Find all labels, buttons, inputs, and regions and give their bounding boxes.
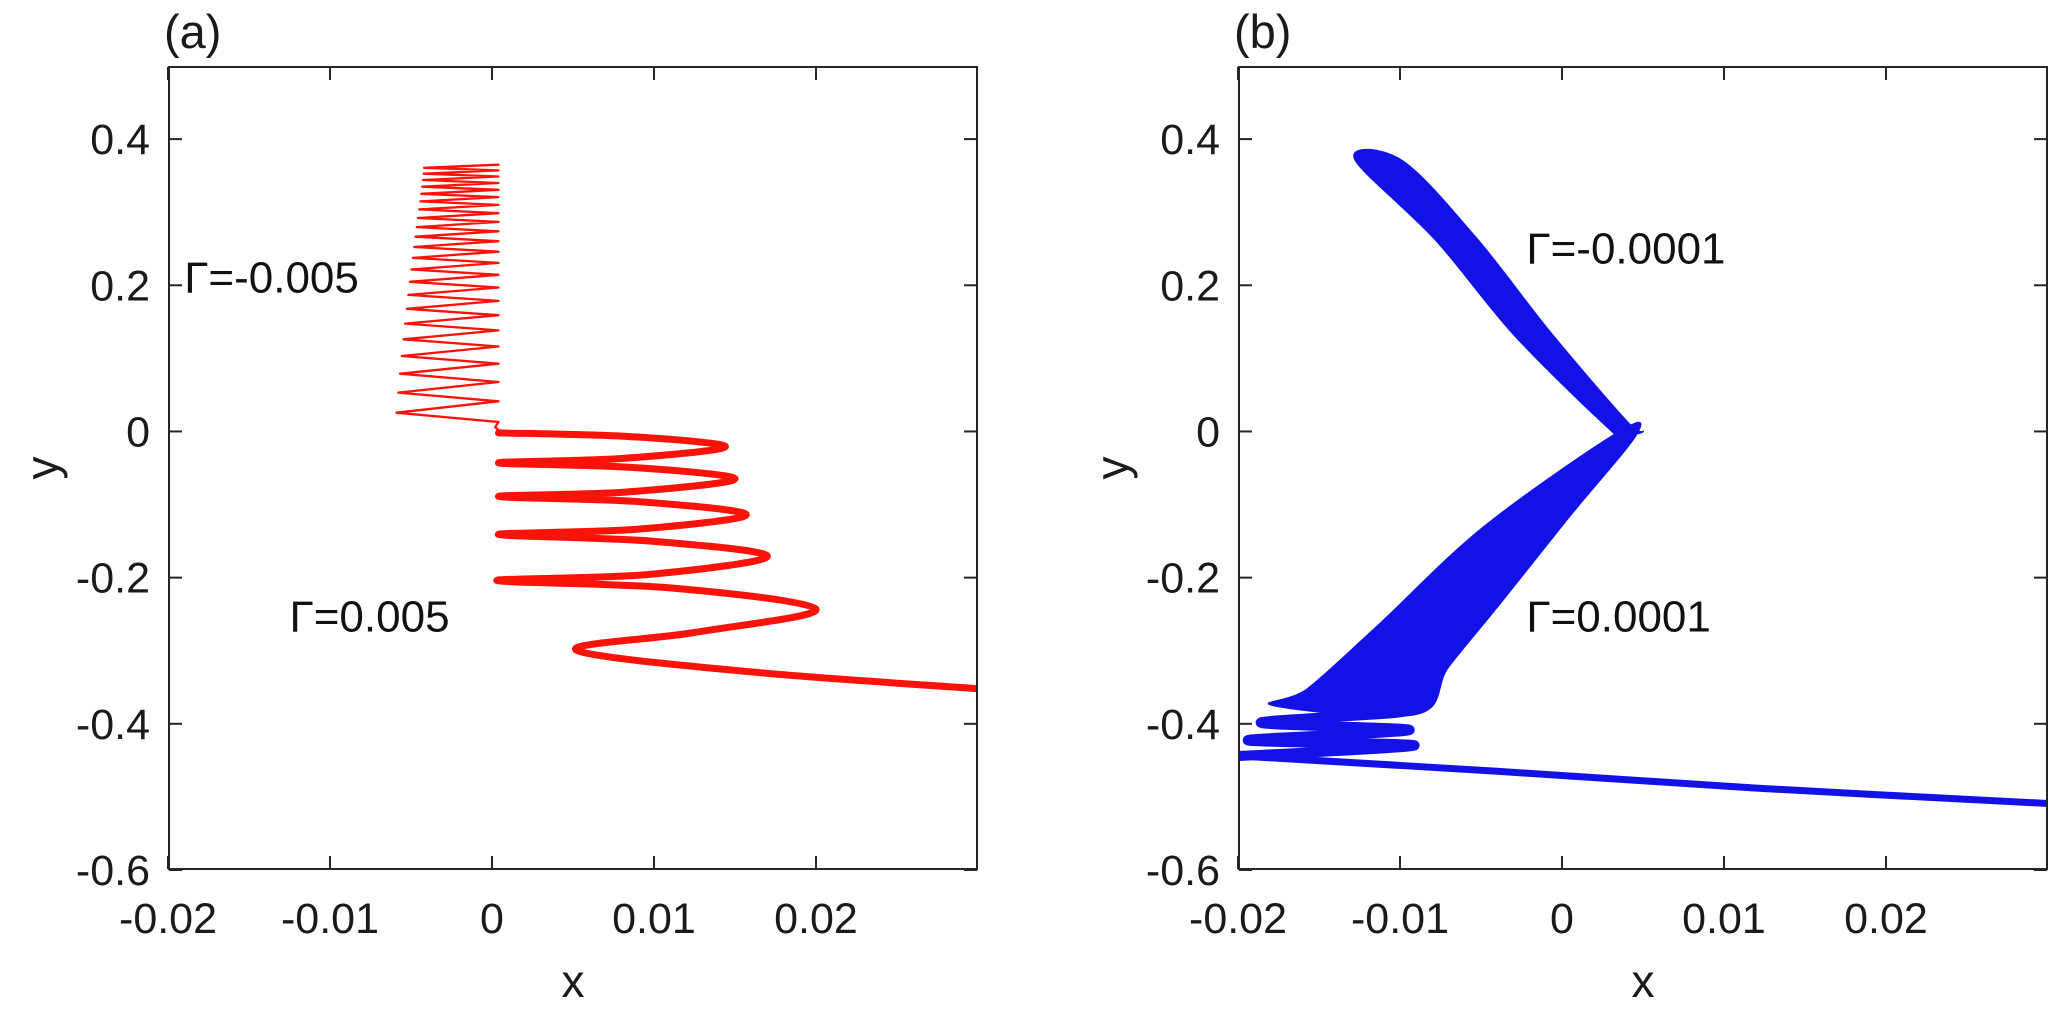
- x-tick-label: 0: [1550, 895, 1574, 943]
- x-tick-label: -0.01: [281, 895, 379, 943]
- x-tick-label: -0.02: [1189, 895, 1287, 943]
- y-tick-label: 0.2: [1160, 262, 1220, 310]
- gamma-annotation: Γ=-0.0001: [1526, 224, 1725, 273]
- y-tick-label: -0.2: [76, 555, 150, 603]
- gamma-annotation: Γ=-0.005: [184, 254, 359, 303]
- y-tick-label: -0.4: [1146, 701, 1220, 749]
- trajectory-gamma-minus-0p0001-band: [1353, 148, 1645, 436]
- x-tick-label: -0.02: [119, 895, 217, 943]
- x-tick-label: 0.02: [1844, 895, 1928, 943]
- trajectory-gamma-plus-0p005: [493, 429, 978, 693]
- panel-a-plot: -0.02 -0.01 0 0.01 0.02 0.4 0.2 0 -0.2 -0.4 -0.6 Γ=…: [76, 66, 978, 943]
- x-tick-label: 0.01: [612, 895, 696, 943]
- y-tick-label: 0: [126, 408, 150, 456]
- x-tick-label: 0.02: [774, 895, 858, 943]
- panel-a-axes-box: [168, 66, 978, 870]
- panel-a-title: (a): [164, 5, 222, 58]
- x-tick-label: -0.01: [1351, 895, 1449, 943]
- trajectory-gamma-minus-0p005: [395, 163, 500, 432]
- trajectory-gamma-plus-0p0001-loops: [1238, 700, 1420, 761]
- panel-a-series-group: [395, 163, 978, 693]
- y-tick-label: -0.4: [76, 701, 150, 749]
- y-tick-label: -0.2: [1146, 555, 1220, 603]
- panel-b-series-group: [1238, 148, 2048, 807]
- trajectory-gamma-plus-0p0001-band: [1267, 421, 1642, 718]
- y-tick-label: 0.4: [90, 116, 150, 164]
- gamma-annotation: Γ=0.005: [290, 593, 450, 642]
- panel-a-y-axis-label: y: [16, 456, 68, 480]
- panel-a-x-axis-label: x: [561, 955, 585, 1007]
- x-tick-label: 0: [480, 895, 504, 943]
- y-tick-label: 0.2: [90, 262, 150, 310]
- panel-b-axes-box: [1238, 66, 2048, 870]
- x-tick-label: 0.01: [1682, 895, 1766, 943]
- y-tick-label: -0.6: [76, 847, 150, 895]
- y-tick-label: 0: [1196, 408, 1220, 456]
- y-tick-label: 0.4: [1160, 116, 1220, 164]
- y-tick-label: -0.6: [1146, 847, 1220, 895]
- panel-b-y-axis-label: y: [1086, 456, 1138, 480]
- gamma-annotation: Γ=0.0001: [1526, 593, 1711, 642]
- panel-b-x-axis-label: x: [1631, 955, 1655, 1007]
- panel-b-plot: -0.02 -0.01 0 0.01 0.02 0.4 0.2 0 -0.2 -0.4 -0.6 Γ=…: [1146, 66, 2048, 943]
- panel-b-title: (b): [1234, 5, 1292, 58]
- trajectory-gamma-plus-0p0001-tail: [1238, 752, 2048, 807]
